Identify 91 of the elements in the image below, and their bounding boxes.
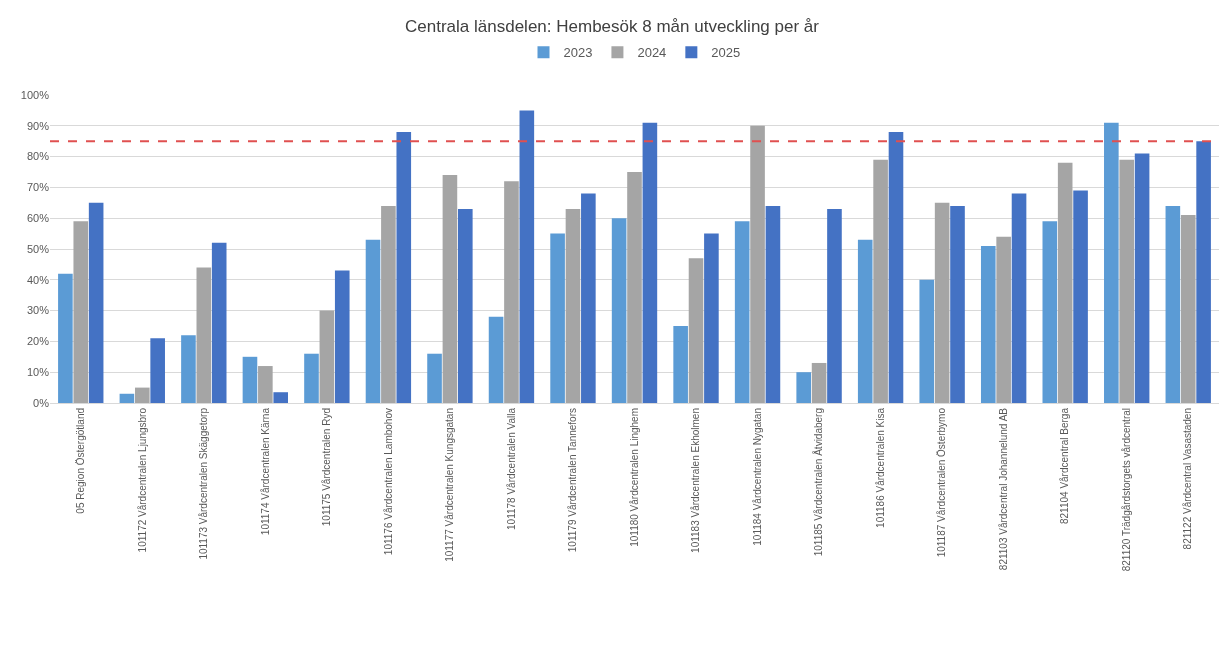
bar bbox=[334, 270, 350, 403]
bar bbox=[73, 221, 89, 403]
x-tick-label: 101184 Vårdcentralen Nygatan bbox=[751, 408, 763, 546]
bar bbox=[704, 233, 719, 403]
x-tick-label: 101172 Vårdcentralen Ljungsbro bbox=[136, 407, 148, 553]
x-tick-label: 101174 Vårdcentralen Kärna bbox=[259, 407, 271, 536]
x-tick-label: 101179 Vårdcentralen Tannefors bbox=[567, 408, 579, 553]
bar bbox=[442, 175, 458, 403]
bar bbox=[488, 316, 504, 403]
y-tick-label: 60% bbox=[26, 212, 50, 225]
x-tick-label: 101183 Vårdcentralen Ekholmen bbox=[690, 408, 702, 553]
bar bbox=[1119, 159, 1135, 403]
bar bbox=[980, 245, 996, 403]
x-tick-label: 101176 Vårdcentralen Lambohov bbox=[382, 408, 394, 556]
x-tick-label: 821104 Vårdcentral Berga bbox=[1059, 407, 1071, 525]
x-tick-label: 101186 Vårdcentralen Kisa bbox=[874, 407, 886, 528]
bar bbox=[211, 242, 227, 403]
bar bbox=[581, 193, 596, 403]
x-tick-label: 101173 Vårdcentralen Skäggetorp bbox=[198, 407, 210, 560]
y-tick-label: 0% bbox=[33, 396, 50, 409]
bar bbox=[734, 221, 750, 403]
x-tick-label: 101185 Vårdcentralen Åtvidaberg bbox=[812, 408, 825, 557]
bar bbox=[919, 279, 935, 403]
bar bbox=[1073, 190, 1088, 403]
bar bbox=[196, 267, 212, 403]
x-tick-label: 101187 Vårdcentralen Österbymo bbox=[936, 407, 948, 558]
bar bbox=[258, 366, 273, 403]
bar bbox=[504, 181, 519, 403]
bar bbox=[1011, 193, 1027, 403]
bar bbox=[134, 387, 150, 403]
bar bbox=[1104, 122, 1119, 403]
bar bbox=[642, 122, 658, 403]
bar bbox=[765, 205, 781, 403]
bar bbox=[950, 205, 965, 403]
bar bbox=[1165, 205, 1181, 403]
x-tick-label: 821120 Trädgårdstorgets vårdcentral bbox=[1120, 408, 1132, 572]
bar bbox=[273, 392, 289, 403]
bar bbox=[381, 205, 396, 403]
bar bbox=[673, 326, 688, 403]
legend-label: 2025 bbox=[711, 45, 741, 61]
bar bbox=[58, 273, 73, 403]
y-tick-label: 40% bbox=[26, 273, 50, 286]
y-tick-label: 20% bbox=[26, 335, 50, 348]
bar bbox=[565, 208, 581, 403]
bar bbox=[304, 353, 319, 403]
bar bbox=[150, 338, 165, 403]
bar bbox=[1057, 162, 1073, 403]
bar bbox=[427, 353, 442, 403]
bar bbox=[550, 233, 565, 403]
bar bbox=[811, 362, 827, 403]
bar bbox=[688, 258, 704, 403]
bar bbox=[1134, 153, 1150, 403]
x-tick-label: 821122 Vårdcentral Vasastaden bbox=[1182, 408, 1194, 550]
y-tick-label: 90% bbox=[26, 119, 50, 132]
bar bbox=[1180, 215, 1196, 403]
y-tick-label: 70% bbox=[26, 181, 50, 194]
bar bbox=[319, 310, 335, 403]
y-tick-label: 50% bbox=[26, 242, 50, 255]
bar bbox=[88, 202, 104, 403]
bar bbox=[1196, 141, 1211, 403]
bar bbox=[611, 218, 627, 403]
bar bbox=[458, 208, 473, 403]
x-tick-label: 101177 Vårdcentralen Kungsgatan bbox=[444, 408, 456, 562]
y-tick-label: 30% bbox=[26, 304, 50, 317]
legend-label: 2024 bbox=[637, 45, 667, 61]
bar bbox=[750, 125, 765, 403]
bar bbox=[934, 202, 950, 403]
bar bbox=[519, 110, 535, 403]
x-tick-label: 101175 Vårdcentralen Ryd bbox=[321, 408, 333, 527]
bar bbox=[181, 335, 196, 403]
bar bbox=[627, 172, 642, 403]
bar bbox=[888, 131, 904, 403]
y-tick-label: 80% bbox=[26, 150, 50, 163]
bar bbox=[119, 393, 135, 403]
bar bbox=[242, 356, 258, 403]
legend-label: 2023 bbox=[563, 45, 593, 61]
bar bbox=[365, 239, 381, 403]
y-tick-label: 100% bbox=[20, 88, 50, 101]
bar bbox=[1042, 221, 1058, 403]
bar bbox=[996, 236, 1011, 403]
x-tick-label: 05 Region Östergötland bbox=[75, 408, 87, 514]
y-tick-label: 10% bbox=[26, 366, 50, 379]
bar bbox=[396, 131, 412, 403]
x-tick-label: 101178 Vårdcentralen Valla bbox=[505, 407, 517, 530]
bar bbox=[796, 372, 811, 403]
x-tick-label: 101180 Vårdcentralen Linghem bbox=[628, 408, 640, 547]
bar bbox=[873, 159, 888, 403]
chart-title: Centrala länsdelen: Hembesök 8 mån utveckling per år bbox=[405, 16, 820, 36]
bar bbox=[857, 239, 873, 403]
x-tick-label: 821103 Vårdcentral Johannelund AB bbox=[997, 407, 1009, 571]
bar bbox=[827, 208, 842, 403]
